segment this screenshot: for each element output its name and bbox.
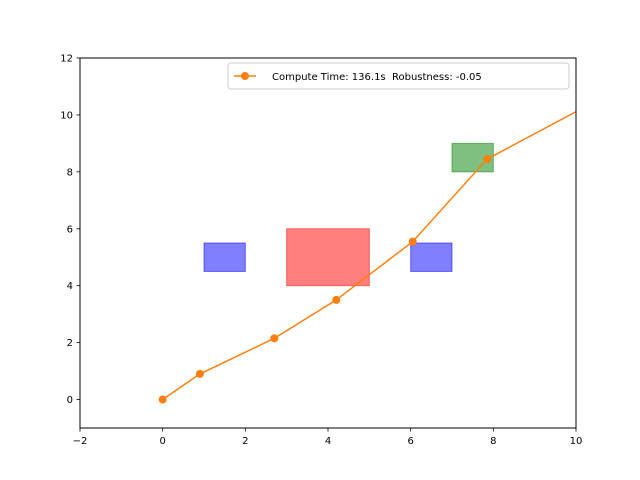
y-tick-label-2: 4 <box>67 281 73 292</box>
x-tick-label-2: 2 <box>242 436 248 447</box>
x-tick-label-4: 6 <box>407 436 413 447</box>
y-tick-label-4: 8 <box>67 167 73 178</box>
x-tick-label-5: 8 <box>490 436 496 447</box>
y-tick-label-0: 0 <box>67 395 73 406</box>
regions-layer <box>203 142 494 287</box>
x-axis: −2 0 2 4 6 8 10 <box>73 428 583 447</box>
legend-box <box>227 62 570 90</box>
legend-marker-swatch <box>241 72 249 80</box>
data-point-0-0 <box>158 395 167 404</box>
data-point-0-3 <box>332 295 341 304</box>
y-axis: 0 2 4 6 8 10 12 <box>60 54 80 406</box>
region-obstacle-2 <box>410 242 453 272</box>
y-tick-label-3: 6 <box>67 224 73 235</box>
data-point-0-4 <box>408 237 417 246</box>
y-tick-label-5: 10 <box>60 110 73 121</box>
x-tick-label-6: 10 <box>570 436 583 447</box>
y-tick-label-6: 12 <box>60 54 73 65</box>
x-tick-label-1: 0 <box>159 436 165 447</box>
data-point-0-2 <box>270 334 279 343</box>
x-tick-label-0: −2 <box>73 436 88 447</box>
markers-layer <box>158 155 492 404</box>
data-point-0-1 <box>195 369 204 378</box>
legend: Compute Time: 136.1s Robustness: -0.05 <box>227 62 570 90</box>
legend-label: Compute Time: 136.1s Robustness: -0.05 <box>272 72 482 83</box>
x-tick-label-3: 4 <box>325 436 331 447</box>
region-obstacle-0 <box>203 242 246 272</box>
data-point-0-5 <box>483 155 492 164</box>
y-tick-label-1: 2 <box>67 338 73 349</box>
region-avoid-1 <box>286 228 370 287</box>
